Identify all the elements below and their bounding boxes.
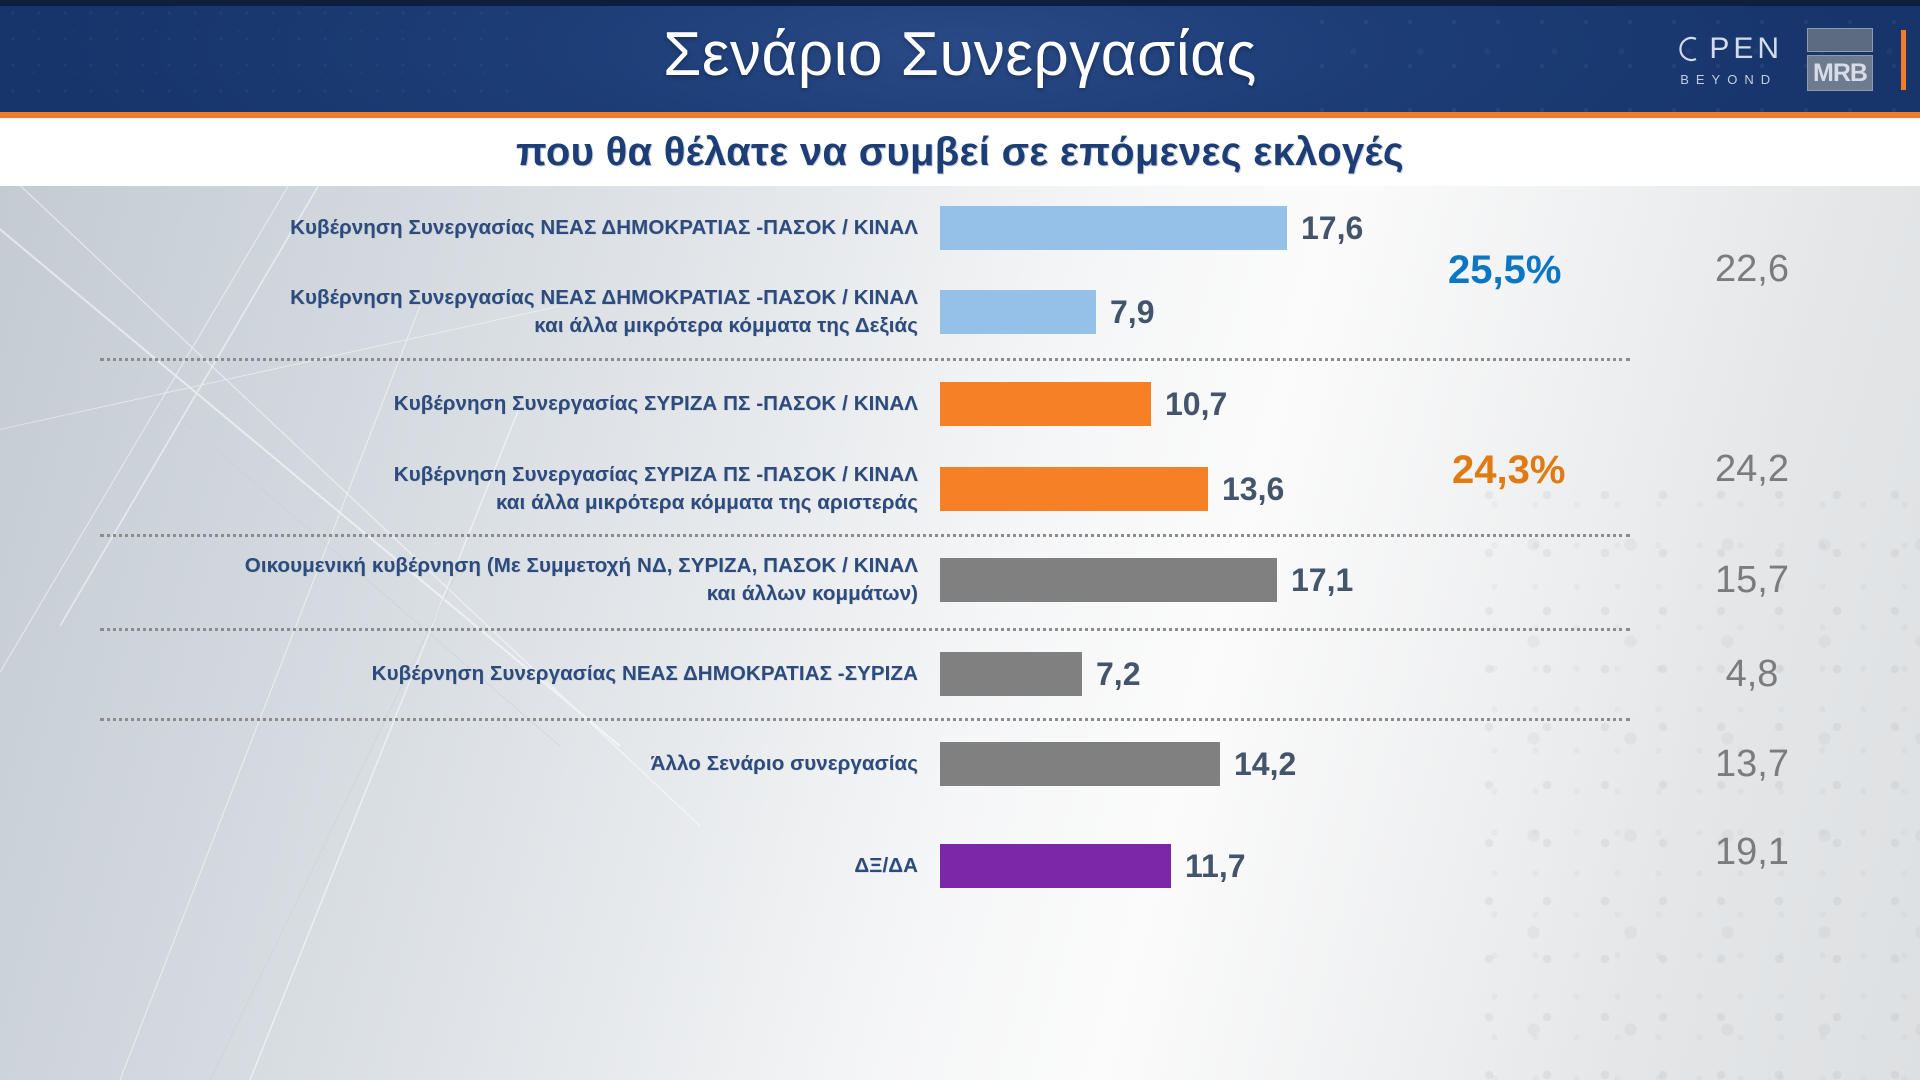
mrb-logo-text: MRB: [1813, 58, 1868, 87]
bar-value-label: 7,9: [1110, 293, 1155, 330]
orange-accent-tick: [1901, 29, 1906, 90]
page-subtitle: που θα θέλατε να συμβεί σε επόμενες εκλο…: [516, 129, 1404, 174]
row-label: Κυβέρνηση Συνεργασίας ΣΥΡΙΖΑ ΠΣ -ΠΑΣΟΚ /…: [0, 390, 940, 418]
bar-value-label: 17,1: [1291, 561, 1354, 598]
row-label: Κυβέρνηση Συνεργασίας ΣΥΡΙΖΑ ΠΣ -ΠΑΣΟΚ /…: [0, 461, 940, 517]
row-bar-cell: 10,7: [940, 382, 1380, 426]
row-label: ΔΞ/ΔΑ: [0, 852, 940, 880]
row-label-line: Κυβέρνηση Συνεργασίας ΝΕΑΣ ΔΗΜΟΚΡΑΤΙΑΣ -…: [290, 286, 918, 309]
table-row: Κυβέρνηση Συνεργασίας ΝΕΑΣ ΔΗΜΟΚΡΑΤΙΑΣ -…: [0, 186, 1920, 270]
reference-value: 4,8: [1725, 653, 1779, 695]
row-label-line: Άλλο Σενάριο συνεργασίας: [650, 752, 918, 775]
bar-nd-pasok: [940, 206, 1287, 250]
bar-other-scenario: [940, 742, 1220, 786]
row-bar-cell: 11,7: [940, 844, 1380, 888]
bar-rows-container: Κυβέρνηση Συνεργασίας ΝΕΑΣ ΔΗΜΟΚΡΑΤΙΑΣ -…: [0, 186, 1920, 1080]
row-bar-cell: 13,6: [940, 467, 1380, 511]
row-label-line: ΔΞ/ΔΑ: [854, 854, 918, 877]
bar-value-label: 10,7: [1165, 385, 1228, 422]
table-row: Άλλο Σενάριο συνεργασίας 14,2: [0, 722, 1920, 806]
bar-dont-know: [940, 844, 1171, 888]
open-letters: PEN: [1709, 31, 1783, 65]
row-bar-cell: 14,2: [940, 742, 1380, 786]
mrb-logo-bottom-block: MRB: [1807, 55, 1873, 91]
row-label-line: και άλλα μικρότερα κόμματα της Δεξιάς: [534, 314, 918, 337]
bar-value-label: 7,2: [1096, 655, 1141, 692]
bar-ecumenical: [940, 558, 1277, 602]
table-row: Κυβέρνηση Συνεργασίας ΝΕΑΣ ΔΗΜΟΚΡΑΤΙΑΣ -…: [0, 270, 1920, 354]
row-bar-cell: 7,2: [940, 652, 1380, 696]
row-label-line: Κυβέρνηση Συνεργασίας ΝΕΑΣ ΔΗΜΟΚΡΑΤΙΑΣ -…: [290, 216, 918, 239]
reference-value: 13,7: [1715, 743, 1789, 785]
row-bar-cell: 17,6: [940, 206, 1380, 250]
logo-group: PEN BEYOND MRB: [1674, 28, 1906, 91]
table-row: Κυβέρνηση Συνεργασίας ΣΥΡΙΖΑ ΠΣ -ΠΑΣΟΚ /…: [0, 447, 1920, 531]
bar-value-label: 14,2: [1234, 745, 1297, 782]
bar-syriza-pasok: [940, 382, 1151, 426]
reference-value: 15,7: [1715, 559, 1789, 601]
reference-value: 19,1: [1715, 831, 1789, 873]
mrb-logo: MRB: [1807, 28, 1873, 91]
row-separator: [100, 534, 1630, 537]
streak-lines-svg: [0, 186, 701, 1080]
beyond-wordmark: BEYOND: [1680, 71, 1778, 87]
reference-value: 24,2: [1715, 448, 1789, 490]
open-wordmark: PEN: [1674, 31, 1783, 65]
bar-value-label: 11,7: [1185, 847, 1246, 884]
row-label: Κυβέρνηση Συνεργασίας ΝΕΑΣ ΔΗΜΟΚΡΑΤΙΑΣ -…: [0, 284, 940, 340]
bar-syriza-pasok-left: [940, 467, 1208, 511]
orange-divider-rule: [0, 112, 1920, 118]
bar-value-label: 17,6: [1301, 209, 1364, 246]
row-label-line: Οικουμενική κυβέρνηση (Με Συμμετοχή ΝΔ, …: [244, 554, 918, 577]
open-beyond-logo: PEN BEYOND: [1674, 31, 1783, 87]
row-bar-cell: 17,1: [940, 558, 1380, 602]
chart-area: Κυβέρνηση Συνεργασίας ΝΕΑΣ ΔΗΜΟΚΡΑΤΙΑΣ -…: [0, 186, 1920, 1080]
header-bar: Σενάριο Συνεργασίας PEN BEYOND MRB: [0, 0, 1920, 118]
row-label: Κυβέρνηση Συνεργασίας ΝΕΑΣ ΔΗΜΟΚΡΑΤΙΑΣ -…: [0, 660, 940, 688]
bar-value-label: 13,6: [1222, 470, 1285, 507]
row-separator: [100, 628, 1630, 631]
table-row: Κυβέρνηση Συνεργασίας ΝΕΑΣ ΔΗΜΟΚΡΑΤΙΑΣ -…: [0, 632, 1920, 716]
reference-value: 22,6: [1715, 248, 1789, 290]
row-separator: [100, 358, 1630, 361]
row-label-line: Κυβέρνηση Συνεργασίας ΝΕΑΣ ΔΗΜΟΚΡΑΤΙΑΣ -…: [371, 662, 918, 685]
bar-nd-syriza: [940, 652, 1082, 696]
open-o-icon: [1679, 36, 1697, 61]
page-title: Σενάριο Συνεργασίας: [663, 20, 1257, 89]
bar-nd-pasok-small-right: [940, 290, 1096, 334]
row-label: Οικουμενική κυβέρνηση (Με Συμμετοχή ΝΔ, …: [0, 552, 940, 608]
table-row: Κυβέρνηση Συνεργασίας ΣΥΡΙΖΑ ΠΣ -ΠΑΣΟΚ /…: [0, 362, 1920, 446]
background-dot-texture: [1460, 466, 1920, 1080]
table-row: ΔΞ/ΔΑ 11,7: [0, 824, 1920, 908]
row-label-line: Κυβέρνηση Συνεργασίας ΣΥΡΙΖΑ ΠΣ -ΠΑΣΟΚ /…: [393, 463, 918, 486]
row-bar-cell: 7,9: [940, 290, 1380, 334]
header-top-edge: [0, 0, 1920, 6]
table-row: Οικουμενική κυβέρνηση (Με Συμμετοχή ΝΔ, …: [0, 538, 1920, 622]
row-label-line: και άλλα μικρότερα κόμματα της αριστεράς: [495, 491, 918, 514]
group-total-nd-pasok: 25,5%: [1448, 248, 1562, 292]
row-label-line: και άλλων κομμάτων): [706, 582, 918, 605]
subtitle-band: που θα θέλατε να συμβεί σε επόμενες εκλο…: [0, 118, 1920, 186]
mrb-logo-top-block: [1807, 28, 1873, 52]
background-streak-decoration: [0, 186, 820, 1080]
row-separator: [100, 718, 1630, 721]
row-label: Άλλο Σενάριο συνεργασίας: [0, 750, 940, 778]
group-total-syriza-pasok: 24,3%: [1452, 448, 1566, 492]
row-label-line: Κυβέρνηση Συνεργασίας ΣΥΡΙΖΑ ΠΣ -ΠΑΣΟΚ /…: [393, 392, 918, 415]
row-label: Κυβέρνηση Συνεργασίας ΝΕΑΣ ΔΗΜΟΚΡΑΤΙΑΣ -…: [0, 214, 940, 242]
